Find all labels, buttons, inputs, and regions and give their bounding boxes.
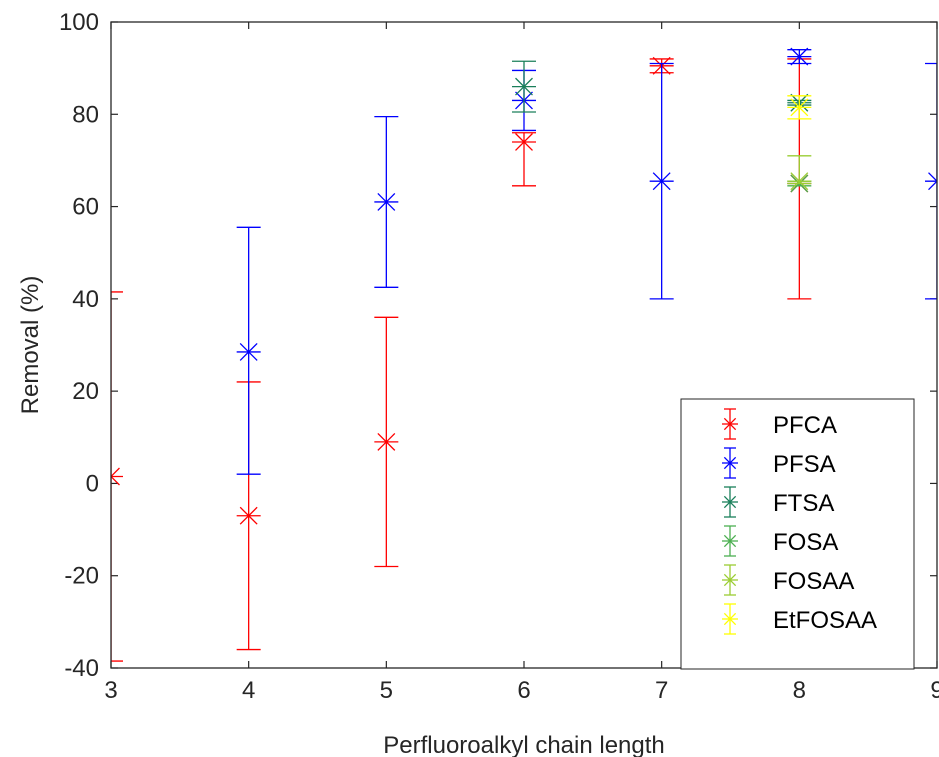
y-tick-label: -20 [64,563,99,590]
legend-label: PFCA [773,412,837,439]
legend-label: PFSA [773,451,836,478]
data-point [787,172,812,191]
x-tick-label: 6 [517,677,530,704]
y-tick-label: -40 [64,655,99,682]
data-point [787,98,812,117]
legend-marker [722,573,738,587]
legend: PFCA PFSA FTSA FOSA FOSAA EtFOSAA [680,398,915,670]
data-point [374,193,399,211]
x-tick-label: 4 [242,677,255,704]
legend-marker [722,612,738,626]
data-point [374,432,399,451]
y-tick-label: 80 [72,101,99,128]
data-point [649,172,674,191]
y-tick-label: 60 [72,194,99,221]
legend-label: FTSA [773,490,834,517]
legend-label: EtFOSAA [773,607,877,634]
y-tick-label: 0 [86,470,99,497]
data-point [787,47,812,66]
series-pfsa [236,47,937,475]
data-point [236,506,261,525]
x-tick-label: 8 [793,677,806,704]
data-point [512,133,536,151]
legend-marker [722,456,738,470]
legend-label: FOSA [773,529,838,556]
x-tick-label: 9 [930,677,939,704]
legend-marker [722,417,738,431]
legend-item-fosaa: FOSAA [722,564,854,596]
x-tick-label: 3 [104,677,117,704]
y-tick-label: 100 [59,9,99,36]
x-axis-label: Perfluoroalkyl chain length [383,732,665,757]
series-fosaa [787,155,812,191]
legend-marker [722,495,738,509]
y-tick-label: 20 [72,378,99,405]
x-tick-label: 5 [380,677,393,704]
legend-item-ftsa: FTSA [722,486,834,518]
data-point [512,77,536,96]
legend-item-pfca: PFCA [722,408,837,440]
legend-marker [722,534,738,548]
legend-item-pfsa: PFSA [722,447,836,479]
data-point [925,172,937,191]
legend-item-fosa: FOSA [722,525,838,557]
legend-label: FOSAA [773,568,854,595]
x-tick-label: 7 [655,677,668,704]
legend-item-etfosaa: EtFOSAA [722,603,877,635]
data-point [236,342,261,361]
legend-box [680,398,915,670]
y-tick-label: 40 [72,286,99,313]
series-etfosaa [787,95,812,120]
series-layer [111,47,937,662]
y-axis-label: Removal (%) [17,276,44,415]
data-point [111,467,123,486]
plot-frame [110,21,938,669]
